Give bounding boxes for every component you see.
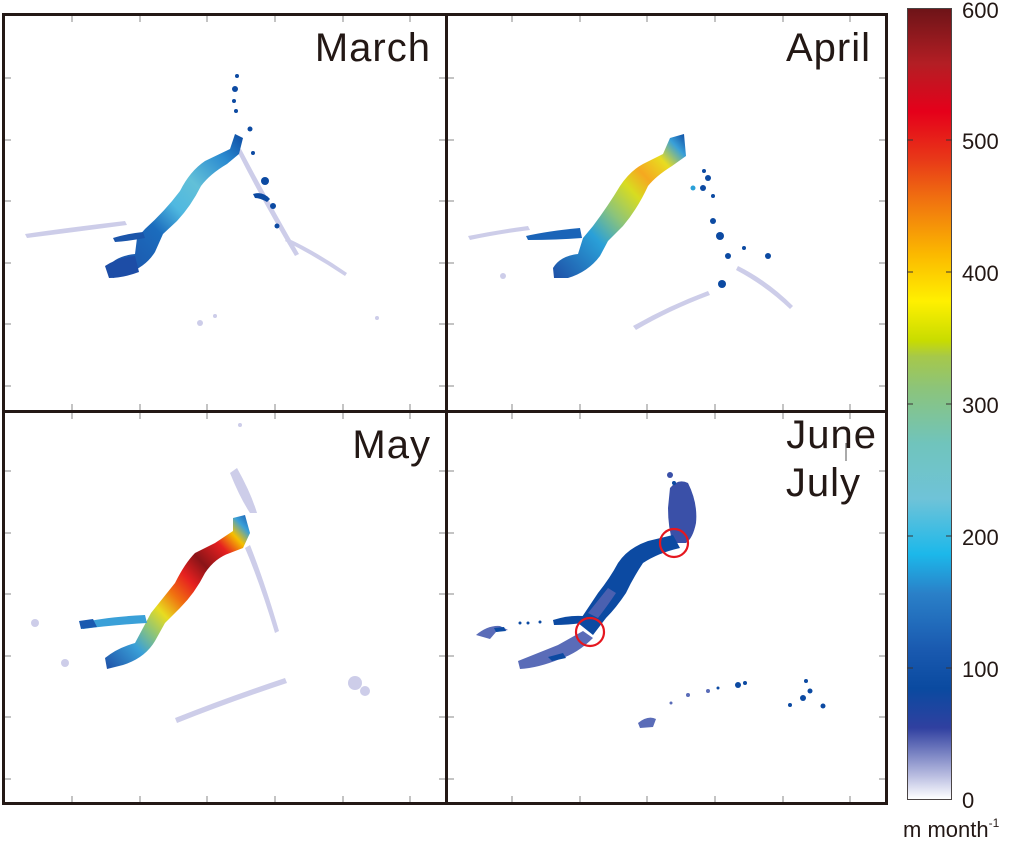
highlight-circle-lower xyxy=(574,616,606,648)
panel-march: March xyxy=(5,16,445,410)
colorbar-tick-200: 200 xyxy=(962,525,999,550)
panel-april: April xyxy=(448,16,885,410)
colorbar-tick-400: 400 xyxy=(962,261,999,286)
panel-june-july: June July xyxy=(448,413,885,802)
highlight-circle-upper xyxy=(658,527,690,559)
panel-label-july: July xyxy=(785,461,861,505)
panel-label-april: April xyxy=(785,26,871,70)
colorbar xyxy=(906,8,952,800)
april-map xyxy=(448,16,885,410)
panel-grid: March xyxy=(2,13,888,805)
panel-divider-horizontal xyxy=(5,410,885,413)
march-map xyxy=(5,16,445,410)
june-july-map xyxy=(448,413,885,802)
colorbar-tick-100: 100 xyxy=(962,657,999,682)
panel-label-june: June xyxy=(786,413,877,457)
panel-label-march: March xyxy=(314,26,431,70)
panel-label-may: May xyxy=(352,423,431,467)
colorbar-tick-0: 0 xyxy=(962,788,975,813)
colorbar-unit-exponent: -1 xyxy=(988,816,1000,830)
colorbar-tick-600: 600 xyxy=(962,0,999,23)
panel-may: May xyxy=(5,413,445,802)
panel-divider-vertical xyxy=(445,16,448,802)
colorbar-tick-300: 300 xyxy=(962,393,999,418)
colorbar-tick-500: 500 xyxy=(962,129,999,154)
colorbar-ticks xyxy=(906,139,952,668)
may-map xyxy=(5,413,445,802)
colorbar-unit-label: m month-1 xyxy=(903,812,999,841)
colorbar-unit-text: m month xyxy=(903,817,989,842)
